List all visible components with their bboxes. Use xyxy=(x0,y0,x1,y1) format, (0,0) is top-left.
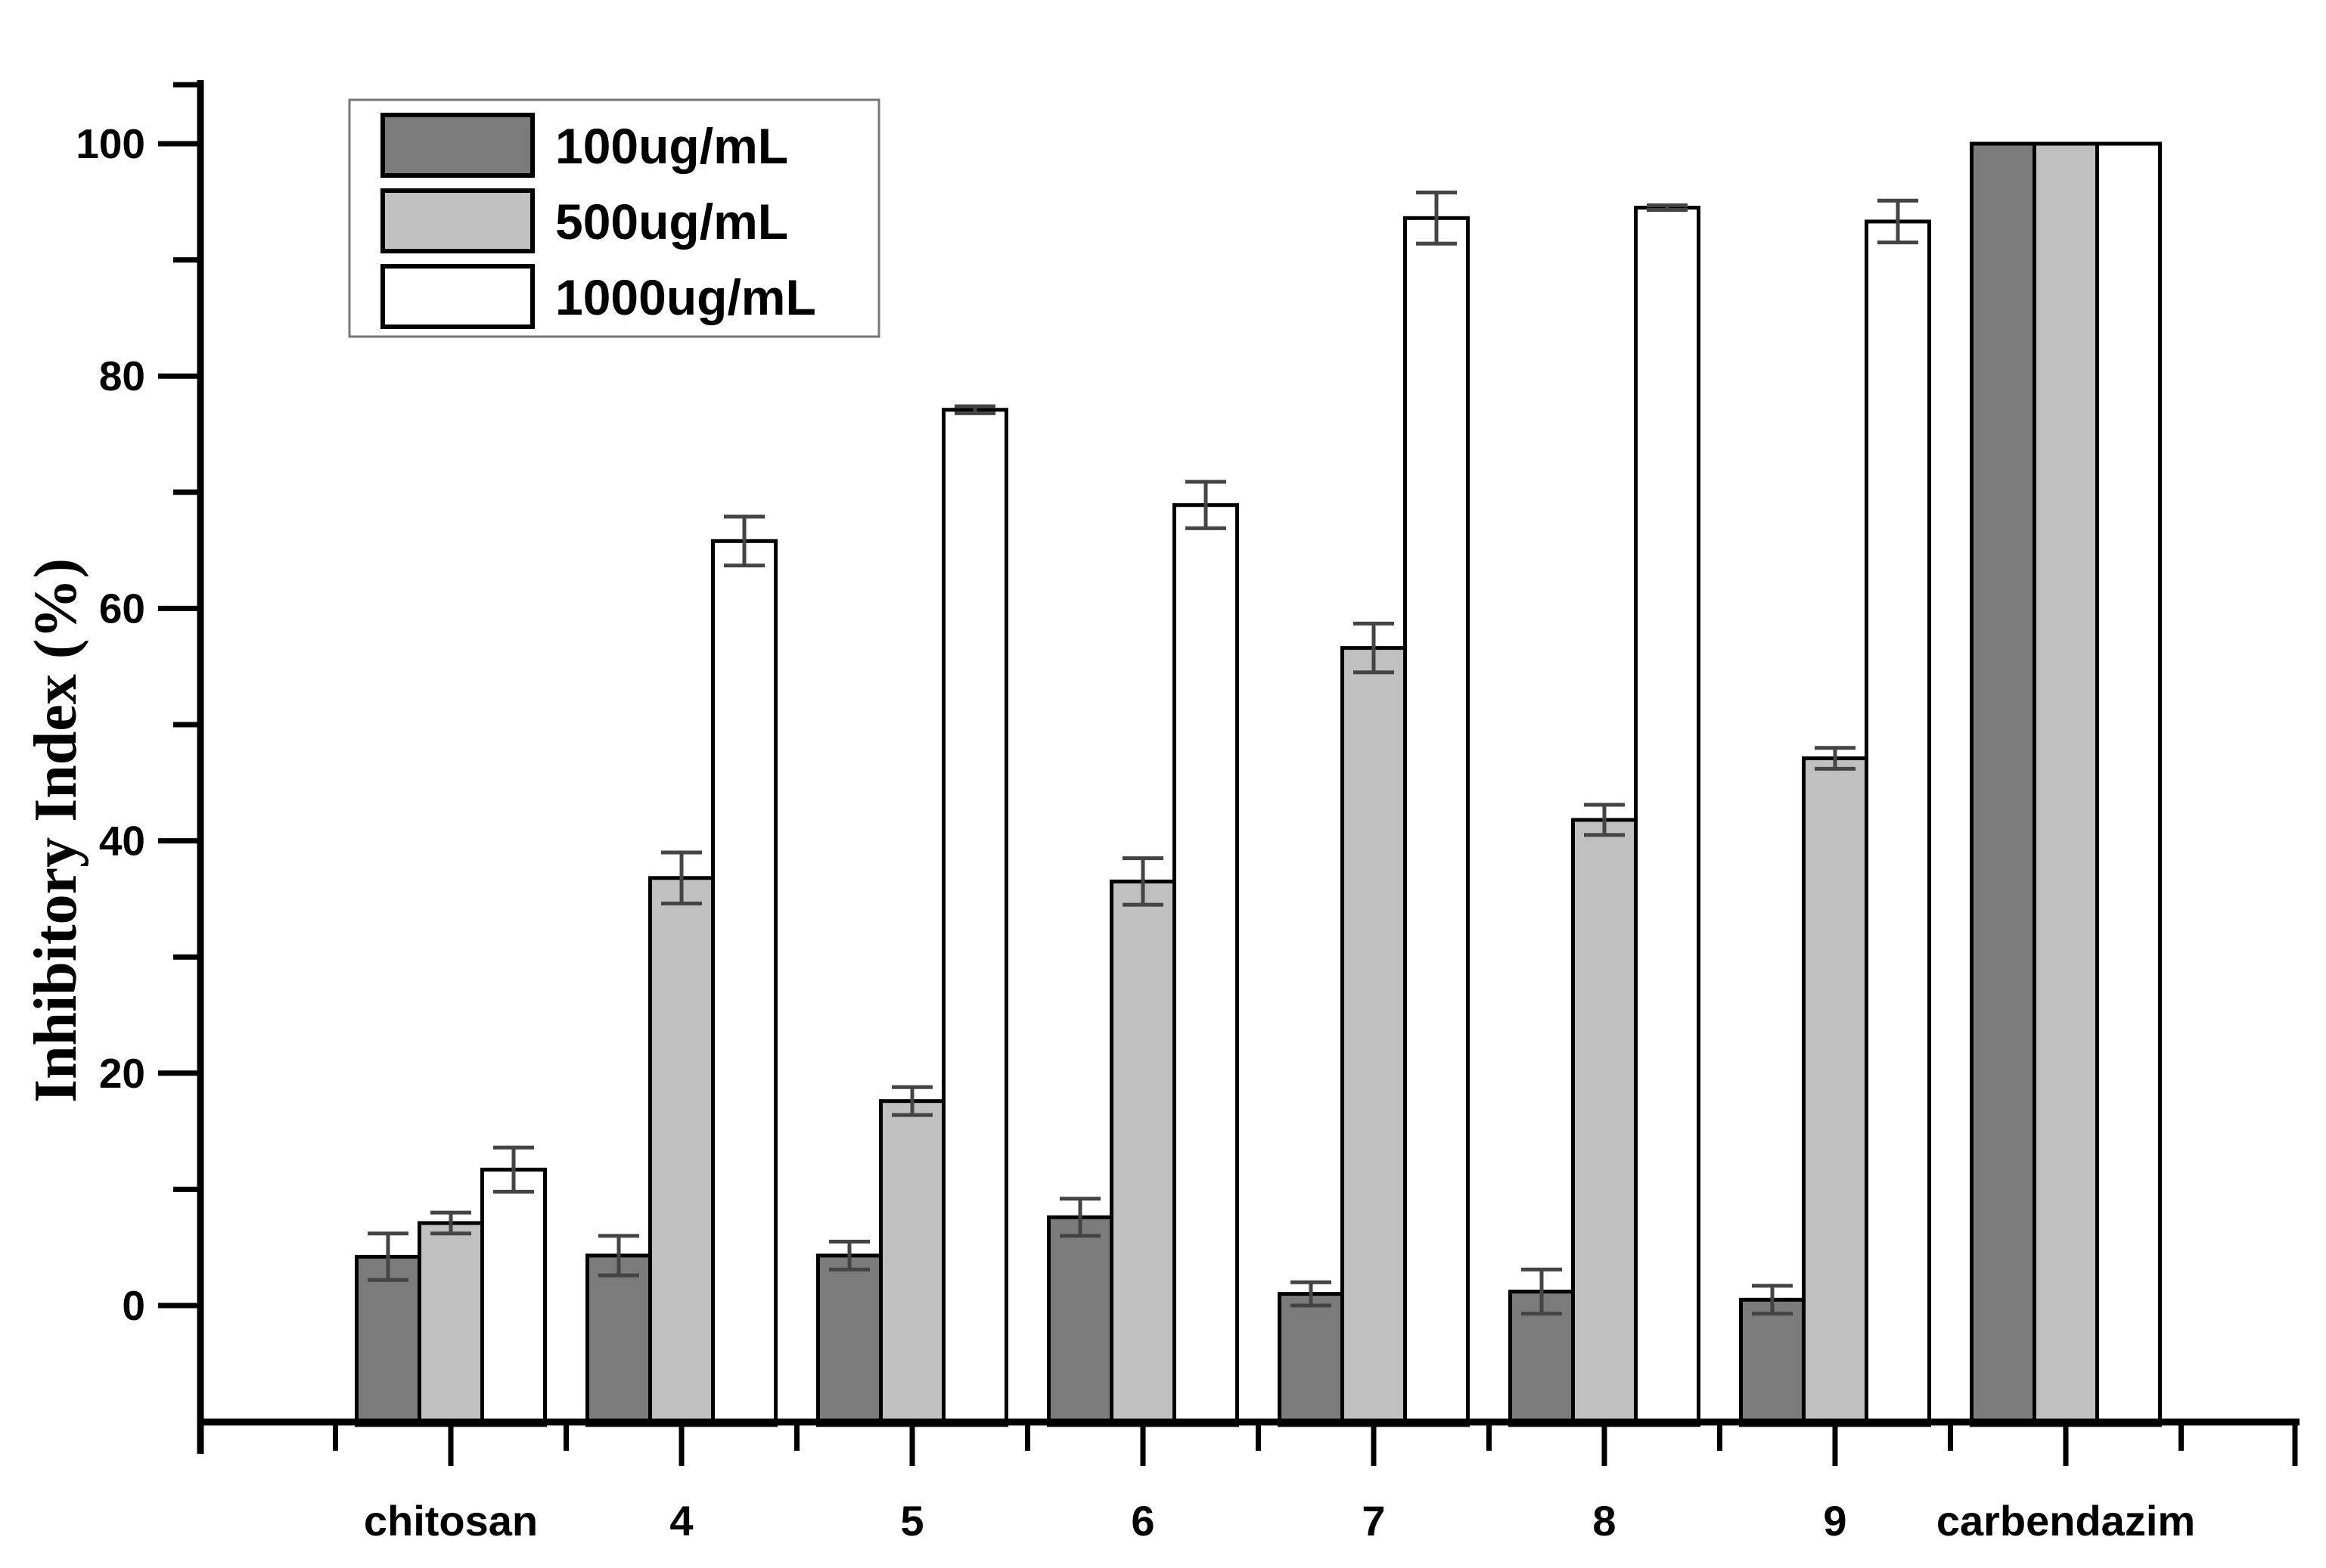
bar-1000ug-ml-9 xyxy=(1865,219,1931,1427)
legend-label-500ug-ml: 500ug/mL xyxy=(555,194,788,250)
category-label: 8 xyxy=(1592,1497,1616,1545)
bar-100ug-ml-9 xyxy=(1739,1297,1806,1427)
legend-swatch-1000ug-ml xyxy=(380,264,535,329)
bar-500ug-ml-5 xyxy=(879,1099,946,1427)
category-label: 6 xyxy=(1131,1497,1154,1545)
bar-500ug-ml-9 xyxy=(1802,756,1868,1427)
bar-500ug-ml-4 xyxy=(648,876,715,1427)
legend-label-1000ug-ml: 1000ug/mL xyxy=(555,269,816,325)
bar-1000ug-ml-chitosan xyxy=(480,1167,547,1427)
bar-500ug-ml-carbendazim xyxy=(2033,141,2099,1427)
bar-500ug-ml-6 xyxy=(1110,879,1176,1427)
legend: 100ug/mL 500ug/mL 1000ug/mL xyxy=(348,98,880,338)
bar-1000ug-ml-7 xyxy=(1403,216,1470,1427)
y-tick-label: 80 xyxy=(99,352,145,399)
bar-100ug-ml-5 xyxy=(816,1253,883,1427)
legend-swatch-100ug-ml xyxy=(380,113,535,178)
bar-1000ug-ml-carbendazim xyxy=(2095,141,2162,1427)
category-label: carbendazim xyxy=(1936,1497,2195,1545)
bar-100ug-ml-carbendazim xyxy=(1970,141,2036,1427)
bar-1000ug-ml-4 xyxy=(711,539,778,1427)
y-axis-title: Inhibitory Index (%) xyxy=(23,558,89,1103)
y-tick-label: 60 xyxy=(99,585,145,632)
bar-100ug-ml-4 xyxy=(585,1253,652,1427)
legend-swatch-500ug-ml xyxy=(380,188,535,253)
y-tick-label: 20 xyxy=(99,1050,145,1097)
bar-500ug-ml-chitosan xyxy=(418,1221,484,1427)
category-label: 7 xyxy=(1362,1497,1385,1545)
y-tick-label: 0 xyxy=(122,1282,145,1329)
bar-1000ug-ml-6 xyxy=(1172,503,1239,1427)
bar-1000ug-ml-8 xyxy=(1634,205,1700,1427)
bar-100ug-ml-6 xyxy=(1047,1215,1113,1427)
category-label: 5 xyxy=(900,1497,924,1545)
bar-1000ug-ml-5 xyxy=(942,408,1008,1427)
y-tick-label: 100 xyxy=(76,120,145,167)
plot-area: 0 20 40 60 80 100 chitosan 4 5 6 7 8 9 carbendazim xyxy=(76,80,2300,1545)
category-label: 9 xyxy=(1823,1497,1846,1545)
bar-500ug-ml-8 xyxy=(1571,818,1638,1427)
y-tick-label: 40 xyxy=(99,818,145,865)
legend-label-100ug-ml: 100ug/mL xyxy=(555,118,788,174)
bar-100ug-ml-7 xyxy=(1278,1292,1344,1427)
bar-100ug-ml-chitosan xyxy=(355,1254,421,1427)
category-label: chitosan xyxy=(364,1497,538,1545)
category-label: 4 xyxy=(669,1497,693,1545)
bar-500ug-ml-7 xyxy=(1340,646,1407,1427)
